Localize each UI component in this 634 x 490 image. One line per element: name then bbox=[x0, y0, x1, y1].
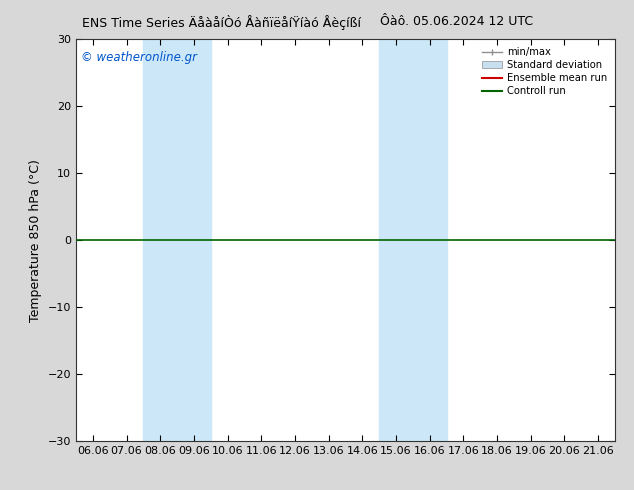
Text: ENS Time Series ÄåàåíÒó ÅàñïëåíŸíàó Åèçíßí: ENS Time Series ÄåàåíÒó ÅàñïëåíŸíàó Åèçí… bbox=[82, 15, 361, 30]
Text: Ôàô. 05.06.2024 12 UTC: Ôàô. 05.06.2024 12 UTC bbox=[380, 15, 533, 28]
Y-axis label: Temperature 850 hPa (°C): Temperature 850 hPa (°C) bbox=[29, 159, 42, 321]
Text: © weatheronline.gr: © weatheronline.gr bbox=[81, 51, 197, 64]
Bar bbox=[143, 39, 210, 441]
Bar bbox=[379, 39, 446, 441]
Legend: min/max, Standard deviation, Ensemble mean run, Controll run: min/max, Standard deviation, Ensemble me… bbox=[479, 44, 610, 99]
